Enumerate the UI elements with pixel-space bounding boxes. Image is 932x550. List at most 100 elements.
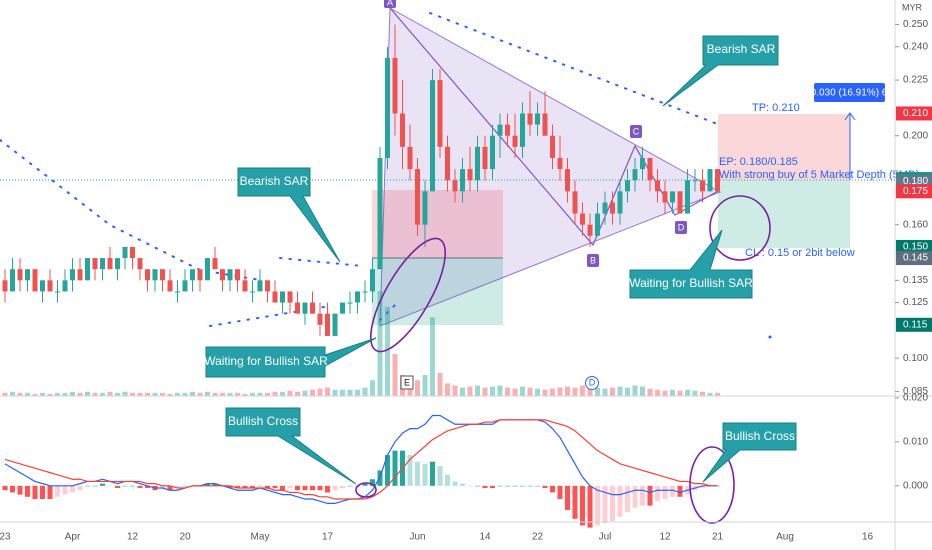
sar-dots (279, 257, 363, 267)
volume-bar (2, 392, 8, 396)
range-arrowhead (844, 112, 856, 121)
candle-body (227, 269, 233, 281)
volume-bar (70, 391, 75, 396)
callout (225, 407, 357, 485)
histogram-bar (670, 485, 675, 497)
volume-bar (647, 388, 653, 396)
histogram-bar (227, 485, 233, 489)
candle-body (460, 169, 465, 192)
range-label: 0.030 (16.91%) 6 (811, 88, 888, 99)
candle-body (235, 269, 240, 281)
volume-bar (287, 390, 293, 396)
target-zone (718, 114, 850, 180)
candle-body (257, 280, 263, 292)
volume-bar (715, 392, 720, 396)
volume-bar (265, 392, 270, 396)
histogram-bar (77, 485, 83, 491)
highlight-ellipse (689, 446, 735, 524)
histogram-bar (647, 485, 653, 506)
candle-body (580, 213, 585, 225)
price-label-box (896, 184, 932, 199)
histogram-bar (167, 485, 173, 491)
volume-bar (377, 291, 383, 396)
candle-body (647, 157, 653, 181)
tp-label: TP: 0.210 (752, 102, 800, 114)
sar-dots (0, 139, 261, 281)
volume-bar (437, 372, 443, 396)
histogram-bar (347, 485, 353, 487)
volume-bar (355, 389, 360, 396)
candle-body (325, 313, 330, 336)
candle-body (670, 191, 675, 203)
volume-bar (685, 389, 690, 396)
candle-body (130, 246, 135, 259)
histogram-bar (137, 485, 143, 489)
histogram-bar (205, 483, 210, 486)
volume-bar (197, 392, 203, 396)
volume-bar (617, 386, 623, 396)
histogram-bar (475, 485, 480, 487)
histogram-bar (280, 485, 285, 491)
histogram-bar (437, 466, 443, 486)
histogram-bar (70, 485, 75, 493)
histogram-bar (287, 485, 293, 489)
callout-text: Bearish SAR (240, 174, 309, 188)
volume-bar (662, 390, 668, 396)
histogram-bar (265, 485, 270, 489)
histogram-bar (460, 483, 465, 486)
candle-body (220, 269, 225, 281)
x-tick-label: Aug (776, 532, 794, 543)
histogram-bar (325, 485, 330, 493)
candle-body (392, 57, 398, 114)
candle-body (490, 135, 495, 170)
histogram-bar (572, 485, 578, 519)
candle-body (272, 291, 278, 303)
y-tick-label: 0.010 (903, 436, 928, 447)
candle-body (137, 258, 143, 270)
histogram-bar (62, 485, 68, 495)
volume-bar (250, 392, 255, 396)
histogram-bar (2, 485, 8, 491)
candle-body (707, 169, 713, 192)
volume-bar (512, 388, 518, 396)
candle-body (62, 280, 68, 292)
histogram-bar (430, 461, 435, 486)
callout (629, 229, 753, 299)
x-tick-label: 16 (862, 532, 874, 543)
dot (768, 335, 772, 339)
volume-bar (692, 390, 698, 396)
candle-body (10, 269, 15, 292)
callout-text: Bullish Cross (725, 429, 795, 443)
candle-body (280, 291, 285, 303)
highlight-ellipse (709, 195, 771, 261)
volume-bar (362, 387, 368, 396)
candle-body (85, 258, 90, 281)
volume-bar (572, 387, 578, 396)
histogram-bar (122, 485, 128, 487)
drawings-over: 0.030 (16.91%) 6 TP: 0.210 EP: 0.180/0.1… (204, 0, 920, 524)
volume-bar (40, 392, 45, 396)
histogram-bar (527, 485, 533, 487)
volume-bar (220, 392, 225, 396)
candle-body (640, 157, 645, 170)
candle-body (212, 258, 218, 270)
plot (2, 24, 720, 528)
price-label: 0.145 (903, 253, 928, 264)
volume-bar (235, 392, 240, 396)
price-label: 0.150 (903, 242, 928, 253)
callout-text: Bearish SAR (707, 42, 776, 56)
candle-body (542, 113, 548, 136)
candle-body (632, 169, 638, 181)
candle-body (242, 280, 248, 292)
candle-body (625, 180, 630, 192)
candle-body (47, 280, 53, 292)
volume-bar (242, 393, 248, 396)
volume-bar (130, 392, 135, 396)
x-tick-label: 23 (0, 532, 11, 543)
y-tick-label: 0.225 (903, 75, 928, 86)
volume-bar (370, 380, 375, 396)
histogram-bar (497, 485, 503, 487)
volume-bar (25, 392, 30, 396)
volume-bar (640, 386, 645, 396)
